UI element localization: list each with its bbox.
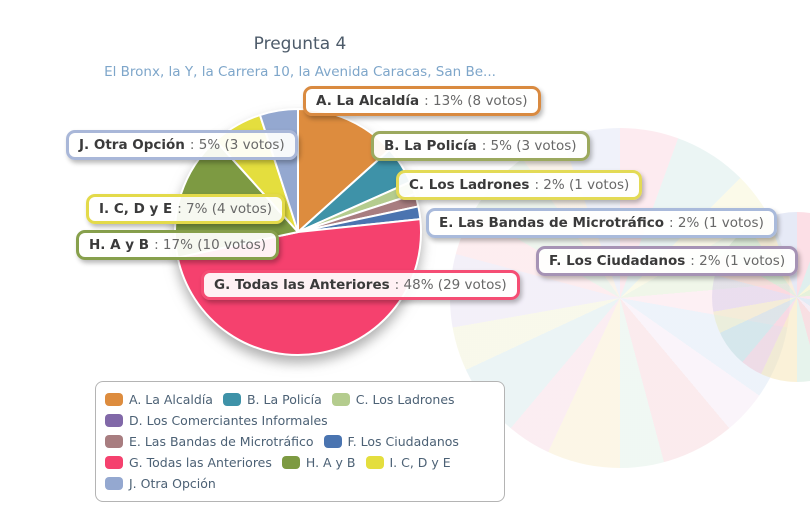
callout-value: : 5% (3 votos): [189, 137, 285, 153]
chart-subtitle: El Bronx, la Y, la Carrera 10, la Avenid…: [104, 64, 496, 80]
callout-h-a-y-b: H. A y B : 17% (10 votos): [76, 230, 280, 260]
legend-item: J. Otra Opción: [105, 474, 216, 493]
legend-item: E. Las Bandas de Microtráfico: [105, 432, 314, 451]
callout-value: : 48% (29 votos): [394, 277, 507, 293]
legend-label: J. Otra Opción: [129, 476, 216, 491]
callout-label: F. Los Ciudadanos: [549, 253, 686, 269]
callout-label: J. Otra Opción: [79, 137, 185, 153]
legend-label: A. La Alcaldía: [129, 392, 213, 407]
legend-label: I. C, D y E: [389, 455, 451, 470]
callout-label: G. Todas las Anteriores: [214, 277, 390, 293]
legend-item: G. Todas las Anteriores: [105, 453, 272, 472]
legend-label: B. La Policía: [246, 392, 322, 407]
legend-item: D. Los Comerciantes Informales: [105, 411, 328, 430]
legend-item: B. La Policía: [222, 390, 322, 409]
legend-label: G. Todas las Anteriores: [129, 455, 272, 470]
callout-label: A. La Alcaldía: [316, 93, 420, 109]
callout-label: E. Las Bandas de Microtráfico: [439, 215, 665, 231]
callout-value: : 2% (1 votos): [669, 215, 764, 231]
legend-swatch: [105, 435, 123, 448]
legend-item: C. Los Ladrones: [331, 390, 455, 409]
legend-swatch: [105, 414, 123, 427]
callout-i-c-d-y-e: I. C, D y E : 7% (4 votos): [86, 194, 286, 224]
legend-swatch: [331, 393, 350, 406]
callout-c-los-ladrones: C. Los Ladrones : 2% (1 votos): [396, 170, 643, 200]
callout-e-las-bandas: E. Las Bandas de Microtráfico : 2% (1 vo…: [426, 208, 777, 238]
legend-item: I. C, D y E: [365, 453, 451, 472]
callout-j-otra-opcion: J. Otra Opción : 5% (3 votos): [66, 130, 298, 160]
callout-label: I. C, D y E: [99, 201, 173, 217]
legend-swatch: [105, 393, 123, 406]
callout-value: : 13% (8 votos): [424, 93, 528, 109]
callout-a-la-alcaldia: A. La Alcaldía : 13% (8 votos): [303, 86, 541, 116]
callout-label: H. A y B: [89, 237, 150, 253]
callout-value: : 17% (10 votos): [154, 237, 267, 253]
legend-label: C. Los Ladrones: [355, 392, 455, 407]
legend-label: E. Las Bandas de Microtráfico: [129, 434, 314, 449]
callout-value: : 2% (1 votos): [690, 253, 786, 269]
chart-title: Pregunta 4: [253, 34, 347, 54]
legend-item: H. A y B: [281, 453, 356, 472]
legend-item: F. Los Ciudadanos: [323, 432, 459, 451]
legend-swatch: [281, 456, 300, 469]
callout-f-los-ciudadanos: F. Los Ciudadanos : 2% (1 votos): [536, 246, 799, 276]
legend-swatch: [222, 393, 241, 406]
chart-header: Pregunta 4 El Bronx, la Y, la Carrera 10…: [0, 34, 600, 80]
callout-value: : 5% (3 votos): [481, 138, 577, 154]
callout-label: C. Los Ladrones: [409, 177, 530, 193]
callout-b-la-policia: B. La Policía : 5% (3 votos): [371, 131, 590, 161]
legend-label: H. A y B: [305, 455, 356, 470]
legend-swatch: [105, 456, 123, 469]
callout-value: : 2% (1 votos): [534, 177, 630, 193]
chart-legend: A. La Alcaldía B. La Policía C. Los Ladr…: [95, 381, 505, 502]
callout-label: B. La Policía: [384, 138, 477, 154]
legend-label: F. Los Ciudadanos: [347, 434, 459, 449]
legend-swatch: [365, 456, 384, 469]
legend-swatch: [105, 477, 123, 490]
callout-value: : 7% (4 votos): [177, 201, 273, 217]
legend-label: D. Los Comerciantes Informales: [129, 413, 328, 428]
legend-item: A. La Alcaldía: [105, 390, 213, 409]
callout-g-todas-las-anteriores: G. Todas las Anteriores : 48% (29 votos): [201, 270, 520, 300]
legend-swatch: [323, 435, 342, 448]
